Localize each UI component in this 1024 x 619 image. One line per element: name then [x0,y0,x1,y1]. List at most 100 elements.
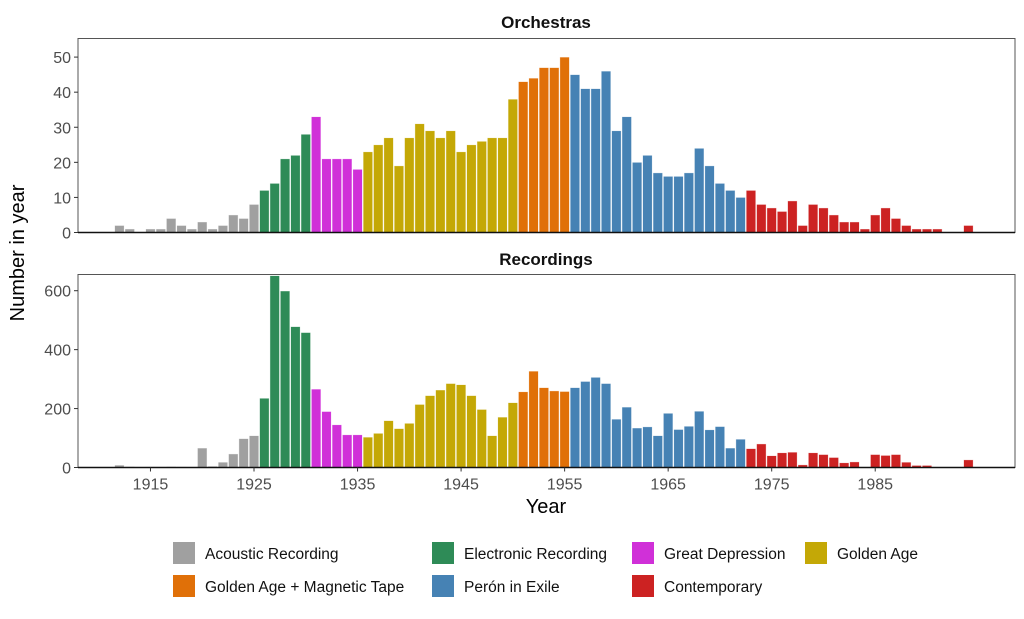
bar-1973 [745,190,757,233]
bar-1957 [580,88,591,233]
bar-1929 [290,155,301,233]
bar-1937 [373,144,384,233]
x-tick-label: 1965 [650,477,686,494]
bar-1946 [466,395,477,468]
bar-1922 [217,225,229,233]
bar-1972 [735,197,746,233]
bar-1959 [600,70,612,233]
bar-1982 [839,221,850,233]
bar-1968 [694,410,705,468]
bar-1963 [642,155,653,233]
bar-1946 [466,144,477,233]
bar-1951 [518,391,529,468]
bar-1962 [632,162,643,233]
bar-1944 [445,130,456,233]
bar-1981 [828,457,839,468]
bar-1925 [248,204,260,233]
legend-label: Great Depression [664,546,785,563]
y-tick-label: 0 [62,226,71,243]
bar-1933 [331,158,342,233]
bar-1960 [611,130,622,233]
bar-1920 [197,447,208,468]
bar-1979 [808,204,819,233]
bar-1925 [248,435,260,468]
bar-1949 [497,137,508,233]
x-axis-label: Year [526,496,567,518]
bar-1943 [435,389,446,468]
bar-1948 [487,137,498,233]
legend-swatch [173,542,195,564]
bar-1922 [217,461,229,468]
bar-1931 [311,388,322,468]
bar-1920 [197,221,208,233]
y-tick-label: 30 [53,120,71,137]
bar-1970 [714,183,725,233]
bar-1976 [776,211,788,233]
bar-1929 [290,326,301,468]
bar-1971 [725,190,736,233]
bar-1969 [704,429,715,468]
bar-1973 [745,448,757,468]
bar-1964 [652,172,663,233]
bar-1971 [725,447,736,468]
bar-1965 [663,412,674,468]
bar-1985 [870,454,881,468]
bar-1987 [890,218,901,233]
bar-1938 [383,420,394,468]
bar-1939 [393,428,405,468]
panel-title-orchestras: Orchestras [501,13,591,32]
bar-1987 [890,454,901,468]
bar-1980 [818,207,829,233]
bar-1928 [280,158,291,233]
bar-1945 [456,151,467,233]
legend-swatch [632,575,654,597]
bar-1988 [901,461,912,468]
bar-1961 [621,116,632,233]
legend-label: Acoustic Recording [205,546,339,563]
bar-1934 [342,434,353,468]
bar-1943 [435,137,446,233]
bar-1954 [549,390,560,468]
bar-1975 [766,455,777,468]
bar-1939 [393,165,405,233]
x-tick-label: 1955 [547,477,583,494]
bar-1976 [776,452,788,468]
bar-1934 [342,158,353,233]
bar-1947 [476,409,487,468]
bar-1952 [528,77,539,233]
bar-1958 [590,88,601,233]
bar-1956 [569,387,581,468]
bar-1966 [673,429,684,468]
bar-1959 [600,383,612,468]
bar-1985 [870,214,881,233]
x-tick-label: 1945 [443,477,479,494]
bar-1918 [176,225,187,233]
bar-1983 [849,461,860,468]
bar-1945 [456,384,467,468]
bar-1977 [787,200,798,233]
y-tick-label: 400 [44,343,71,360]
bar-1986 [880,455,891,468]
y-tick-label: 20 [53,155,71,172]
legend-swatch [432,575,454,597]
bar-1974 [756,443,767,468]
bar-1941 [414,404,425,468]
x-tick-label: 1925 [236,477,272,494]
bar-1940 [404,423,415,468]
bar-1948 [487,435,498,468]
y-tick-label: 50 [53,50,71,67]
bar-1986 [880,207,891,233]
bar-1953 [538,67,549,233]
bar-1950 [507,402,518,468]
legend-item: Acoustic Recording [173,542,339,564]
legend-item: Golden Age + Magnetic Tape [173,575,404,597]
bar-1952 [528,370,539,468]
bar-1928 [280,290,291,468]
bar-1930 [300,332,311,468]
bar-1950 [507,98,518,233]
bar-1962 [632,427,643,468]
legend-item: Contemporary [632,575,762,597]
legend-swatch [805,542,827,564]
bar-1926 [259,397,270,468]
bar-1979 [808,452,819,468]
